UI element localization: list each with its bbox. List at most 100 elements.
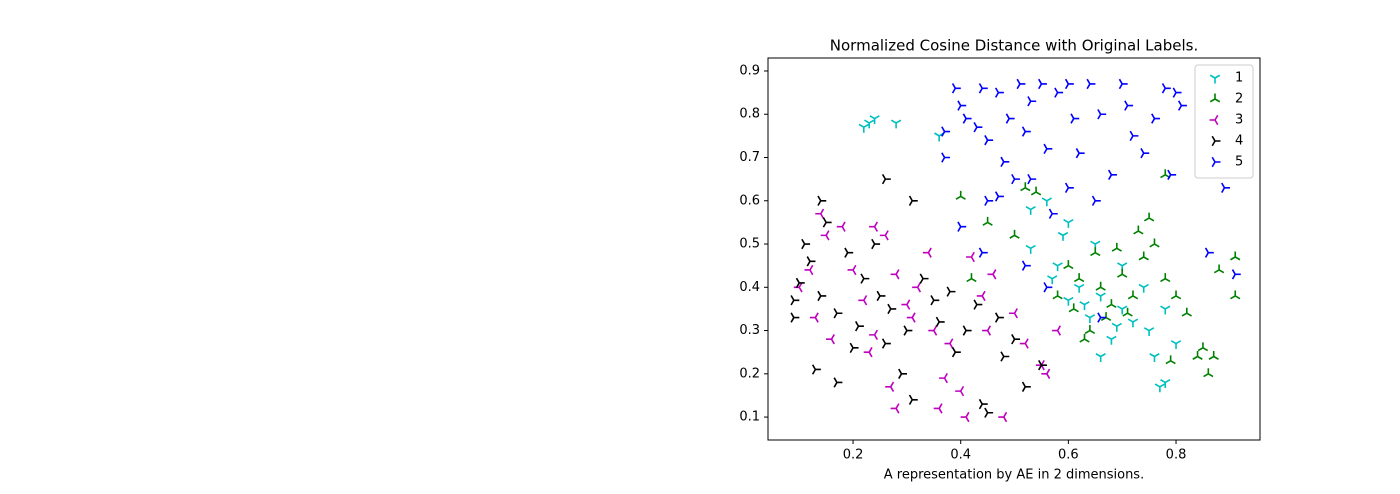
point <box>1054 87 1064 98</box>
point <box>962 325 972 336</box>
point <box>820 230 830 241</box>
point <box>944 338 954 349</box>
point <box>1129 130 1139 142</box>
point <box>1133 225 1144 235</box>
point <box>1043 143 1053 155</box>
point <box>1025 244 1036 254</box>
point <box>978 83 988 94</box>
point <box>930 295 940 306</box>
point <box>869 221 879 232</box>
point <box>922 247 932 258</box>
point <box>912 282 922 293</box>
point <box>858 123 869 133</box>
point <box>1167 169 1177 180</box>
chart-title: Normalized Cosine Distance with Original… <box>830 37 1198 55</box>
point <box>1181 307 1192 317</box>
point <box>957 100 967 111</box>
point <box>876 290 886 302</box>
point <box>1009 308 1018 319</box>
point <box>1143 212 1155 222</box>
point <box>1021 381 1031 392</box>
point <box>1127 318 1139 328</box>
point <box>833 308 843 319</box>
point <box>939 372 949 384</box>
point <box>1052 262 1063 272</box>
point <box>1084 325 1096 334</box>
point <box>973 122 983 133</box>
y-tick-label: 0.7 <box>739 150 760 165</box>
point <box>1208 351 1219 360</box>
point <box>955 385 965 397</box>
point <box>1027 173 1037 185</box>
point <box>836 221 846 232</box>
point <box>1016 78 1026 90</box>
point <box>1005 113 1015 124</box>
point <box>1151 113 1160 124</box>
point <box>864 119 875 129</box>
point <box>935 316 945 328</box>
point <box>908 394 918 405</box>
legend-box <box>1194 64 1254 179</box>
point <box>1127 290 1139 300</box>
point <box>847 264 857 276</box>
y-tick-label: 0.6 <box>739 193 760 208</box>
point <box>1221 182 1230 193</box>
legend-marker <box>1209 74 1221 84</box>
point <box>890 119 902 129</box>
point <box>1038 359 1047 371</box>
point <box>1090 247 1101 257</box>
point <box>881 173 891 185</box>
point <box>1106 335 1117 345</box>
x-tick-label: 0.6 <box>1058 448 1079 463</box>
point <box>817 195 827 206</box>
point <box>1057 231 1069 241</box>
point <box>1052 325 1062 336</box>
point <box>1161 83 1171 94</box>
point <box>1204 247 1214 258</box>
point <box>1041 368 1051 379</box>
point <box>946 286 956 297</box>
point <box>1000 351 1010 362</box>
point <box>978 247 988 258</box>
legend-marker <box>1211 156 1221 168</box>
point <box>1019 338 1029 349</box>
point <box>998 411 1008 423</box>
point <box>984 195 994 206</box>
point <box>1231 269 1241 280</box>
point <box>1149 353 1160 363</box>
legend-label: 3 <box>1235 113 1243 128</box>
point <box>994 87 1004 98</box>
point <box>1230 290 1241 300</box>
legend-marker <box>1209 93 1221 103</box>
legend-label: 4 <box>1235 134 1243 149</box>
point <box>1117 268 1128 278</box>
point <box>1154 383 1166 393</box>
y-tick-label: 0.2 <box>739 366 760 381</box>
point <box>919 273 929 284</box>
point <box>951 347 961 358</box>
point <box>976 290 986 302</box>
legend-marker <box>1209 114 1219 126</box>
x-tick-label: 0.8 <box>1166 448 1187 463</box>
point <box>1048 208 1058 219</box>
point <box>1170 340 1182 350</box>
point <box>1070 113 1080 124</box>
plot-frame <box>767 57 1261 441</box>
point <box>1095 353 1106 363</box>
point <box>987 269 997 280</box>
point <box>1047 275 1058 285</box>
point <box>906 312 916 323</box>
point <box>1000 156 1010 167</box>
point <box>811 364 821 375</box>
point <box>1149 238 1160 248</box>
point <box>1203 368 1214 378</box>
point <box>1041 197 1053 207</box>
point <box>1027 96 1037 107</box>
point <box>1079 301 1090 311</box>
point <box>833 377 843 388</box>
point <box>1197 342 1209 352</box>
x-tick-label: 0.4 <box>950 448 971 463</box>
